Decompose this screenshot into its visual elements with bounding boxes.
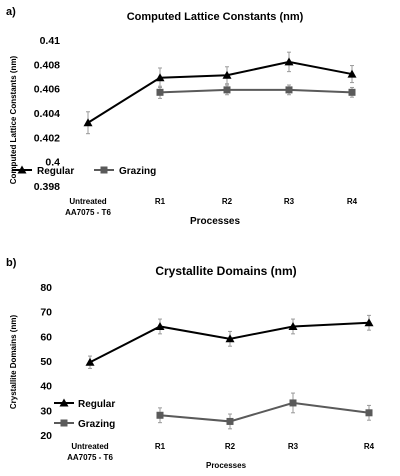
legend-label: Regular — [37, 166, 74, 177]
series-line — [159, 88, 353, 94]
series-regular — [83, 51, 357, 135]
panel-b-title: Crystallite Domains (nm) — [155, 264, 296, 278]
panel-b-legend: Regular Grazing — [54, 398, 115, 430]
data-point-grazing — [226, 417, 234, 425]
x-tick-label: R1 — [155, 442, 166, 451]
data-point-regular — [222, 70, 232, 79]
x-tick-label: AA7075 - T6 — [65, 208, 111, 217]
panel-b-label: b) — [6, 257, 17, 269]
data-point-grazing — [365, 409, 373, 417]
data-point-regular — [155, 73, 165, 82]
panel-b-y-ticks: 20 30 40 50 60 70 80 — [40, 282, 52, 442]
legend-marker — [100, 166, 108, 174]
y-tick-label: 30 — [40, 405, 52, 417]
panel-b-x-axis-label: Processes — [206, 461, 247, 470]
panel-b-y-axis-label: Crystallite Domains (nm) — [9, 315, 18, 410]
panel-a-y-ticks: 0.398 0.4 0.402 0.404 0.406 0.408 0.41 — [34, 35, 60, 193]
data-point-grazing — [223, 86, 231, 94]
x-tick-label: R2 — [222, 197, 233, 206]
panel-b: b) Crystallite Domains (nm) Crystallite … — [6, 257, 375, 470]
data-point-regular — [364, 318, 374, 327]
data-point-regular — [85, 357, 95, 366]
series-line — [159, 401, 370, 423]
y-tick-label: 0.408 — [34, 59, 60, 71]
x-tick-label: R1 — [155, 197, 166, 206]
x-tick-label: R4 — [364, 442, 375, 451]
panel-a-legend: Regular Grazing — [12, 165, 156, 177]
legend-label: Regular — [78, 399, 115, 410]
data-point-grazing — [156, 88, 164, 96]
data-point-regular — [284, 57, 294, 66]
legend-item-regular: Regular — [12, 165, 74, 177]
legend-marker — [17, 165, 27, 174]
data-point-regular — [83, 118, 93, 127]
legend-item-grazing: Grazing — [94, 166, 156, 177]
y-tick-label: 0.404 — [34, 108, 60, 120]
panel-b-x-ticks: Untreated AA7075 - T6 R1 R2 R3 R4 — [67, 442, 375, 462]
data-point-regular — [347, 69, 357, 78]
y-tick-label: 60 — [40, 331, 52, 343]
data-point-grazing — [348, 88, 356, 96]
panel-a-x-ticks: Untreated AA7075 - T6 R1 R2 R3 R4 — [65, 197, 358, 217]
y-tick-label: 0.406 — [34, 84, 60, 96]
x-tick-label: R3 — [284, 197, 295, 206]
data-point-grazing — [289, 399, 297, 407]
x-tick-label: R2 — [225, 442, 236, 451]
series-grazing — [156, 392, 373, 430]
panel-b-series — [85, 314, 374, 430]
x-tick-label: Untreated — [69, 197, 106, 206]
data-point-regular — [288, 321, 298, 330]
data-point-regular — [225, 334, 235, 343]
y-tick-label: 0.41 — [40, 35, 61, 47]
series-line — [87, 60, 353, 124]
panel-a-series — [83, 51, 357, 135]
legend-label: Grazing — [78, 419, 115, 430]
legend-label: Grazing — [119, 166, 156, 177]
x-tick-label: AA7075 - T6 — [67, 453, 113, 462]
data-point-regular — [155, 321, 165, 330]
x-tick-label: R3 — [288, 442, 299, 451]
legend-marker — [60, 419, 68, 427]
y-tick-label: 0.4 — [45, 157, 60, 169]
data-point-grazing — [285, 86, 293, 94]
series-regular — [85, 314, 374, 369]
legend-marker — [59, 398, 69, 407]
panel-a-y-axis-label: Computed Lattice Constants (nm) — [9, 55, 18, 184]
y-tick-label: 0.398 — [34, 181, 60, 193]
panel-a-x-axis-label: Processes — [190, 216, 240, 227]
y-tick-label: 50 — [40, 356, 52, 368]
y-tick-label: 20 — [40, 430, 52, 442]
x-tick-label: Untreated — [71, 442, 108, 451]
y-tick-label: 0.402 — [34, 132, 60, 144]
series-grazing — [156, 84, 356, 99]
y-tick-label: 70 — [40, 307, 52, 319]
y-tick-label: 40 — [40, 381, 52, 393]
legend-item-grazing: Grazing — [54, 419, 115, 430]
data-point-grazing — [156, 411, 164, 419]
panel-a: a) Computed Lattice Constants (nm) Compu… — [6, 6, 358, 227]
legend-item-regular: Regular — [54, 398, 115, 410]
panel-a-label: a) — [6, 6, 16, 18]
y-tick-label: 80 — [40, 282, 52, 294]
x-tick-label: R4 — [347, 197, 358, 206]
panel-a-title: Computed Lattice Constants (nm) — [127, 11, 304, 23]
